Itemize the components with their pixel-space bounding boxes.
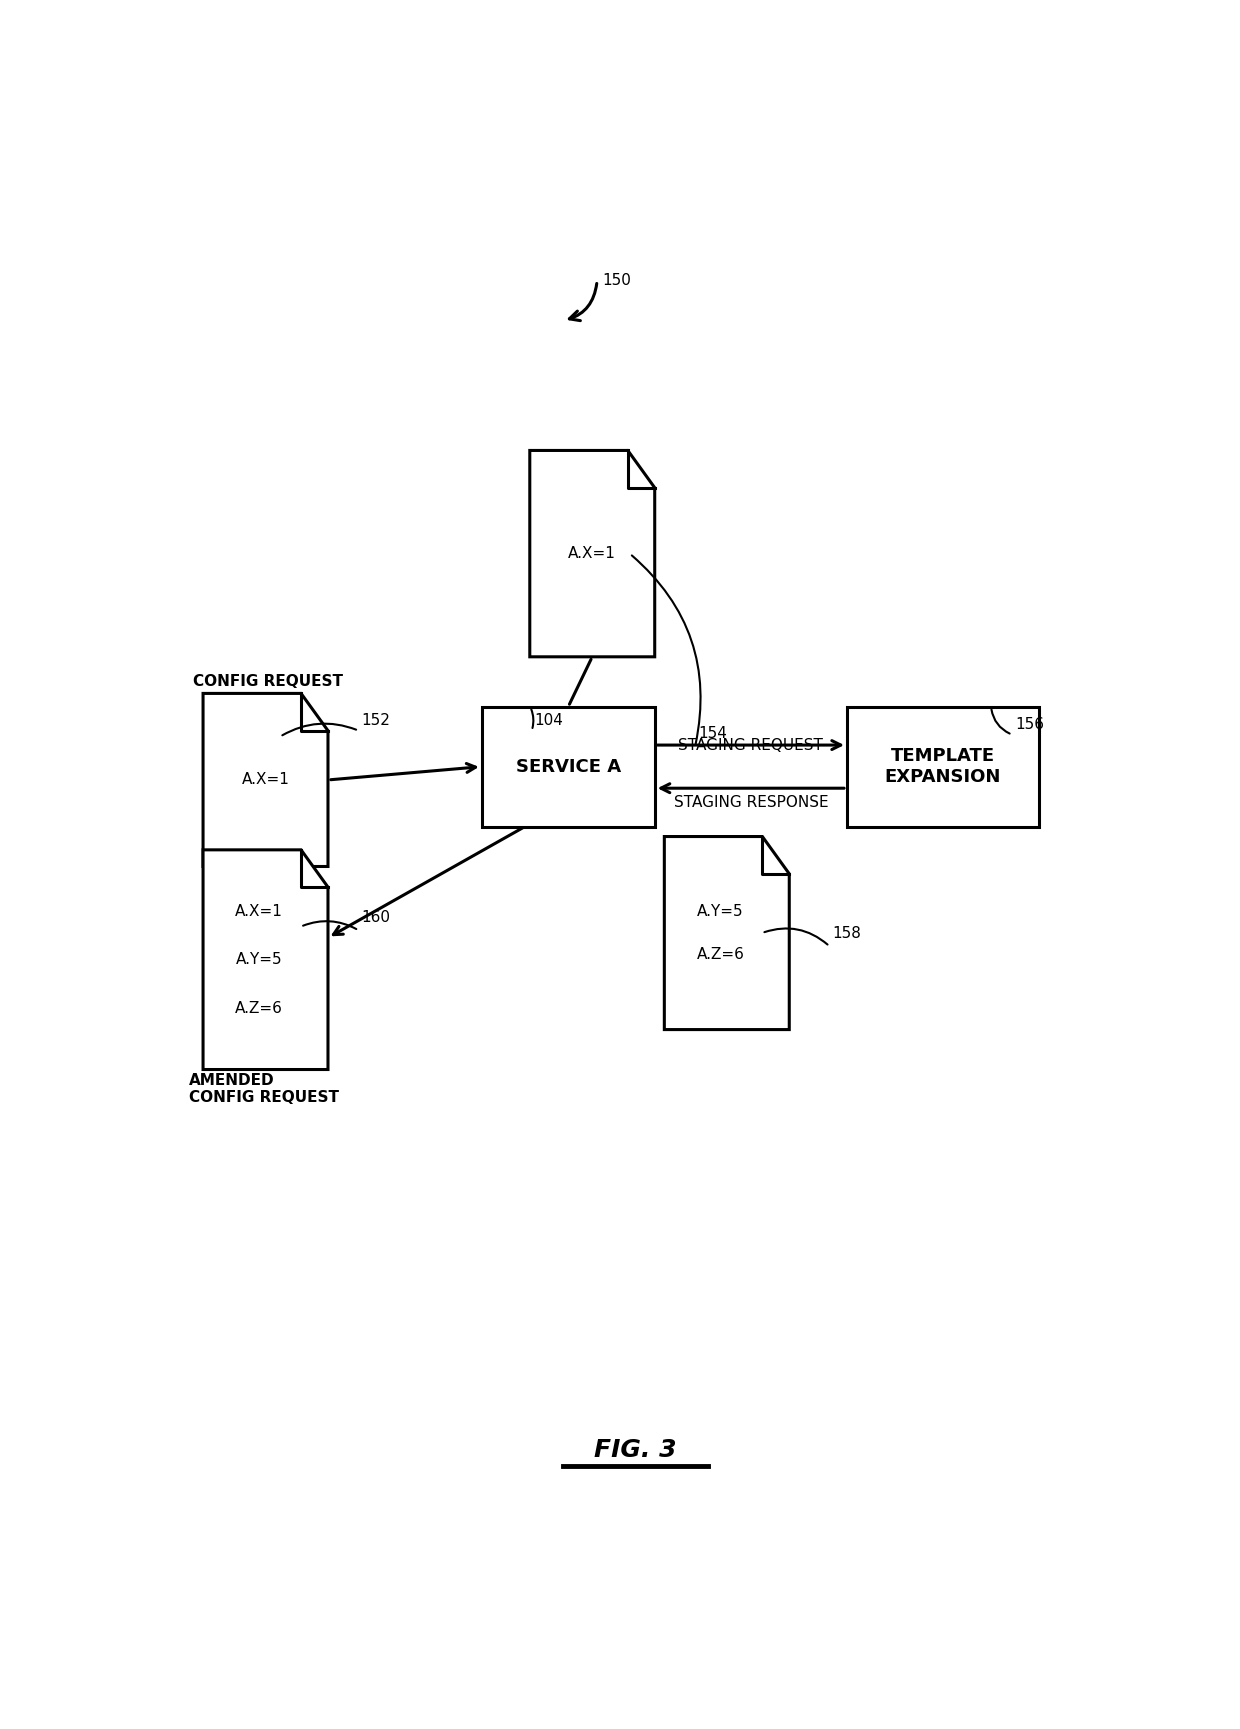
Polygon shape <box>665 837 789 1029</box>
Text: A.Z=6: A.Z=6 <box>236 1001 283 1015</box>
Text: 160: 160 <box>362 909 391 925</box>
Text: 104: 104 <box>534 712 563 728</box>
Polygon shape <box>203 693 327 866</box>
Text: 158: 158 <box>832 925 862 941</box>
Text: STAGING REQUEST: STAGING REQUEST <box>678 738 823 752</box>
Text: CONFIG REQUEST: CONFIG REQUEST <box>193 674 343 688</box>
Text: A.X=1: A.X=1 <box>242 773 289 787</box>
Text: FIG. 3: FIG. 3 <box>594 1437 677 1461</box>
Bar <box>847 707 1039 826</box>
Text: A.Z=6: A.Z=6 <box>697 947 744 961</box>
Text: A.Y=5: A.Y=5 <box>697 904 744 920</box>
Text: TEMPLATE
EXPANSION: TEMPLATE EXPANSION <box>885 747 1001 787</box>
Text: AMENDED
CONFIG REQUEST: AMENDED CONFIG REQUEST <box>188 1072 339 1105</box>
Text: 150: 150 <box>601 273 631 289</box>
Polygon shape <box>529 451 655 657</box>
Text: 154: 154 <box>698 726 727 740</box>
Text: SERVICE A: SERVICE A <box>516 757 621 776</box>
Polygon shape <box>203 851 327 1070</box>
Text: A.Y=5: A.Y=5 <box>236 953 283 967</box>
Bar <box>481 707 655 826</box>
Text: A.X=1: A.X=1 <box>236 904 283 918</box>
Text: A.X=1: A.X=1 <box>568 546 616 562</box>
Text: 152: 152 <box>362 712 391 728</box>
Text: 156: 156 <box>1016 716 1044 731</box>
Text: STAGING RESPONSE: STAGING RESPONSE <box>673 795 828 811</box>
